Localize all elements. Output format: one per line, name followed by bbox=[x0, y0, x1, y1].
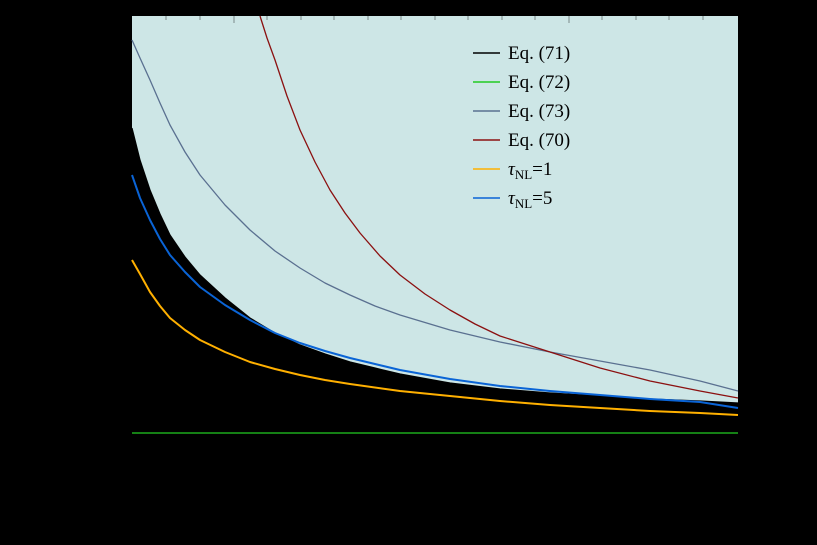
series-line-eq-73- bbox=[131, 39, 739, 392]
legend-item: Eq. (73) bbox=[473, 101, 570, 122]
legend-label: Eq. (72) bbox=[508, 72, 570, 93]
series-lines bbox=[131, 15, 739, 434]
series-line-eq-71- bbox=[131, 127, 739, 404]
legend-label: τNL=5 bbox=[508, 188, 552, 211]
series-line--nl-5 bbox=[131, 174, 739, 409]
legend-label: Eq. (73) bbox=[508, 101, 570, 122]
legend: Eq. (71) Eq. (72) Eq. (73) Eq. (70) τNL=1 τNL… bbox=[473, 43, 570, 211]
shaded-region bbox=[132, 16, 738, 403]
plot-area bbox=[131, 15, 739, 434]
x-axis-ticks bbox=[165, 16, 704, 23]
series-line--nl-1 bbox=[131, 259, 739, 416]
legend-item: τNL=5 bbox=[473, 188, 552, 211]
legend-item: Eq. (70) bbox=[473, 130, 570, 151]
legend-item: τNL=1 bbox=[473, 159, 552, 182]
legend-item: Eq. (72) bbox=[473, 72, 570, 93]
series-line-eq-70- bbox=[259, 15, 739, 399]
legend-label: Eq. (70) bbox=[508, 130, 570, 151]
legend-label: Eq. (71) bbox=[508, 43, 570, 64]
legend-item: Eq. (71) bbox=[473, 43, 570, 64]
legend-label: τNL=1 bbox=[508, 159, 552, 182]
